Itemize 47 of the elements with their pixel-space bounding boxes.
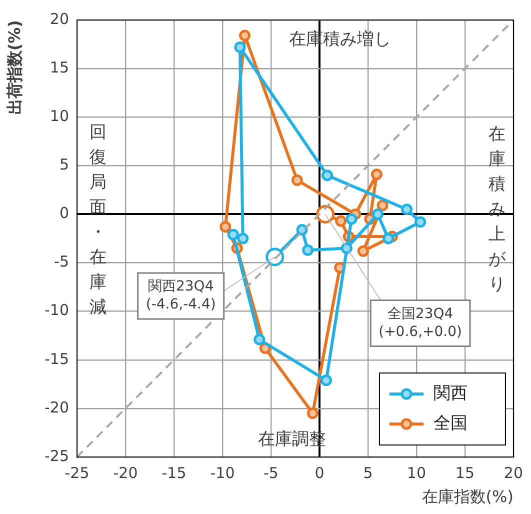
annotation: 全国23Q4 (+0.6,+0.0)	[378, 306, 462, 340]
point	[346, 213, 358, 225]
y-tick-label: 20	[50, 10, 69, 28]
x-tick-label: 5	[363, 464, 373, 482]
x-tick-label: 20	[504, 464, 524, 482]
y-tick-label: -25	[44, 446, 69, 465]
x-tick-label: -5	[263, 464, 278, 482]
y-tick-label: 0	[59, 204, 69, 222]
x-axis-title: 在庫指数(%)	[422, 487, 514, 506]
point	[254, 334, 266, 346]
point	[220, 221, 232, 233]
annotation: 関西23Q4 (-4.6,-4.4)	[146, 278, 216, 313]
x-tick-label: -10	[210, 464, 235, 482]
annotation: 回復局面・在庫減	[90, 122, 106, 318]
point	[376, 200, 388, 212]
x-tick-label: 10	[406, 464, 426, 482]
point	[291, 174, 303, 186]
point	[306, 408, 318, 420]
y-tick-label: 5	[59, 156, 69, 174]
point	[234, 41, 246, 53]
point	[357, 245, 369, 257]
point	[239, 30, 251, 42]
y-tick-label: 10	[50, 107, 69, 125]
point	[414, 216, 426, 228]
point	[401, 204, 413, 216]
point	[302, 244, 314, 256]
x-tick-label: -15	[162, 464, 186, 482]
x-tick-label: -20	[113, 464, 138, 482]
x-tick-label: 15	[455, 464, 475, 482]
point	[237, 232, 249, 244]
y-tick-label: -15	[44, 350, 69, 368]
point	[372, 208, 384, 220]
y-tick-label: -5	[54, 252, 69, 271]
legend-label: 全国	[433, 413, 468, 434]
y-tick-label: 15	[50, 58, 69, 76]
point	[320, 374, 332, 386]
x-tick-label: 0	[314, 464, 324, 482]
point	[382, 232, 394, 244]
point	[370, 168, 382, 180]
y-tick-label: -20	[44, 398, 69, 416]
legend-label: 関西	[433, 383, 468, 404]
point	[335, 215, 347, 227]
point	[296, 224, 308, 236]
y-axis-title: 出荷指数(%)	[5, 20, 24, 115]
point	[321, 170, 333, 182]
y-tick-label: -10	[44, 301, 69, 320]
point	[227, 228, 239, 240]
